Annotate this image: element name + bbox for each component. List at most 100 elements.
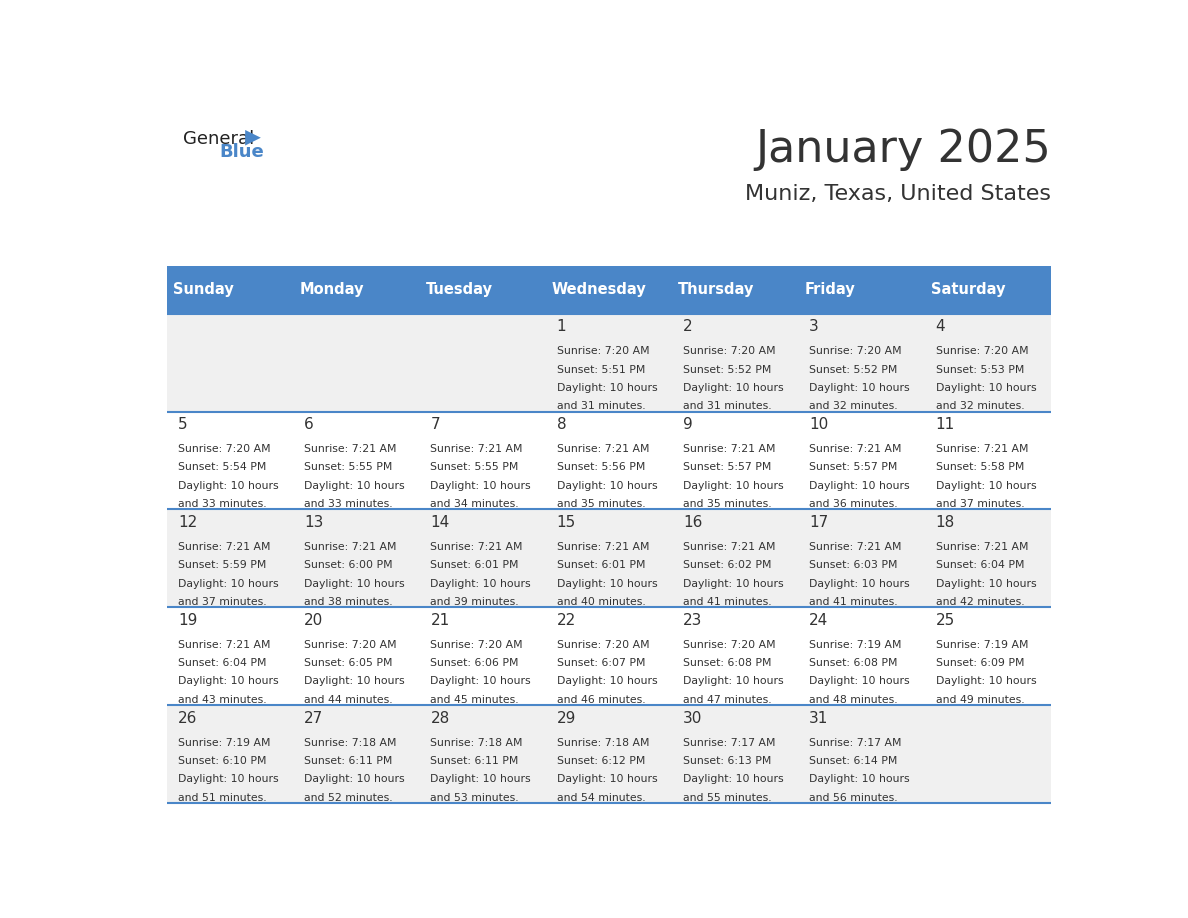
Text: Sunrise: 7:20 AM: Sunrise: 7:20 AM (430, 640, 523, 650)
Bar (924, 314, 1051, 411)
Text: Daylight: 10 hours: Daylight: 10 hours (557, 578, 657, 588)
Text: Sunset: 6:11 PM: Sunset: 6:11 PM (430, 756, 519, 766)
Text: Daylight: 10 hours: Daylight: 10 hours (683, 774, 784, 784)
Text: Sunset: 6:08 PM: Sunset: 6:08 PM (683, 658, 771, 668)
Text: Sunrise: 7:21 AM: Sunrise: 7:21 AM (683, 444, 776, 454)
Text: Sunset: 5:51 PM: Sunset: 5:51 PM (557, 364, 645, 375)
Bar (798, 607, 924, 705)
Text: and 46 minutes.: and 46 minutes. (557, 695, 645, 705)
Text: and 55 minutes.: and 55 minutes. (683, 793, 772, 802)
Text: Daylight: 10 hours: Daylight: 10 hours (936, 578, 1036, 588)
Text: Sunrise: 7:21 AM: Sunrise: 7:21 AM (304, 444, 397, 454)
Bar (672, 314, 798, 411)
Text: Sunrise: 7:18 AM: Sunrise: 7:18 AM (430, 737, 523, 747)
Text: and 38 minutes.: and 38 minutes. (304, 597, 393, 607)
Text: Sunrise: 7:20 AM: Sunrise: 7:20 AM (557, 640, 650, 650)
Text: Sunset: 5:57 PM: Sunset: 5:57 PM (683, 463, 771, 473)
Text: Sunrise: 7:17 AM: Sunrise: 7:17 AM (683, 737, 776, 747)
Text: and 53 minutes.: and 53 minutes. (430, 793, 519, 802)
Text: Friday: Friday (804, 282, 855, 297)
Text: 2: 2 (683, 319, 693, 334)
Text: and 54 minutes.: and 54 minutes. (557, 793, 645, 802)
Text: and 32 minutes.: and 32 minutes. (809, 401, 898, 411)
Text: 19: 19 (178, 613, 197, 628)
Text: and 33 minutes.: and 33 minutes. (178, 499, 266, 509)
Polygon shape (245, 130, 261, 145)
Text: 3: 3 (809, 319, 819, 334)
Text: Sunday: Sunday (173, 282, 234, 297)
Text: Sunrise: 7:20 AM: Sunrise: 7:20 AM (683, 640, 776, 650)
Bar (166, 607, 293, 705)
Text: 18: 18 (936, 515, 955, 530)
Text: 25: 25 (936, 613, 955, 628)
Bar (798, 265, 924, 314)
Text: Blue: Blue (220, 143, 264, 162)
Bar (419, 265, 545, 314)
Text: Daylight: 10 hours: Daylight: 10 hours (304, 677, 405, 687)
Text: 17: 17 (809, 515, 828, 530)
Text: Daylight: 10 hours: Daylight: 10 hours (683, 677, 784, 687)
Text: Sunset: 5:56 PM: Sunset: 5:56 PM (557, 463, 645, 473)
Text: and 47 minutes.: and 47 minutes. (683, 695, 772, 705)
Text: 24: 24 (809, 613, 828, 628)
Text: Sunset: 6:07 PM: Sunset: 6:07 PM (557, 658, 645, 668)
Bar (419, 411, 545, 509)
Text: 4: 4 (936, 319, 946, 334)
Text: and 37 minutes.: and 37 minutes. (178, 597, 266, 607)
Bar (166, 509, 293, 607)
Text: and 39 minutes.: and 39 minutes. (430, 597, 519, 607)
Text: Sunrise: 7:21 AM: Sunrise: 7:21 AM (557, 444, 650, 454)
Text: 22: 22 (557, 613, 576, 628)
Bar (293, 265, 419, 314)
Text: and 40 minutes.: and 40 minutes. (557, 597, 645, 607)
Text: Tuesday: Tuesday (425, 282, 493, 297)
Text: 14: 14 (430, 515, 450, 530)
Bar (419, 705, 545, 803)
Text: Sunset: 6:09 PM: Sunset: 6:09 PM (936, 658, 1024, 668)
Text: Daylight: 10 hours: Daylight: 10 hours (430, 774, 531, 784)
Text: Daylight: 10 hours: Daylight: 10 hours (557, 677, 657, 687)
Text: Sunset: 6:14 PM: Sunset: 6:14 PM (809, 756, 898, 766)
Text: Daylight: 10 hours: Daylight: 10 hours (683, 383, 784, 393)
Text: Sunrise: 7:21 AM: Sunrise: 7:21 AM (178, 640, 271, 650)
Bar (419, 509, 545, 607)
Text: Daylight: 10 hours: Daylight: 10 hours (936, 677, 1036, 687)
Text: Daylight: 10 hours: Daylight: 10 hours (809, 481, 910, 491)
Bar (672, 705, 798, 803)
Bar (166, 705, 293, 803)
Text: Muniz, Texas, United States: Muniz, Texas, United States (745, 185, 1051, 205)
Bar (672, 509, 798, 607)
Text: and 31 minutes.: and 31 minutes. (557, 401, 645, 411)
Bar (924, 607, 1051, 705)
Text: Sunrise: 7:21 AM: Sunrise: 7:21 AM (430, 444, 523, 454)
Text: and 56 minutes.: and 56 minutes. (809, 793, 898, 802)
Text: Daylight: 10 hours: Daylight: 10 hours (557, 774, 657, 784)
Text: and 33 minutes.: and 33 minutes. (304, 499, 393, 509)
Text: 9: 9 (683, 417, 693, 432)
Text: and 42 minutes.: and 42 minutes. (936, 597, 1024, 607)
Text: and 36 minutes.: and 36 minutes. (809, 499, 898, 509)
Bar (545, 314, 672, 411)
Text: Sunset: 5:52 PM: Sunset: 5:52 PM (809, 364, 898, 375)
Bar (798, 314, 924, 411)
Text: 13: 13 (304, 515, 323, 530)
Text: Sunset: 5:59 PM: Sunset: 5:59 PM (178, 560, 266, 570)
Text: and 35 minutes.: and 35 minutes. (557, 499, 645, 509)
Text: Sunrise: 7:20 AM: Sunrise: 7:20 AM (304, 640, 397, 650)
Bar (166, 265, 293, 314)
Text: and 45 minutes.: and 45 minutes. (430, 695, 519, 705)
Text: 15: 15 (557, 515, 576, 530)
Text: 8: 8 (557, 417, 567, 432)
Bar (798, 411, 924, 509)
Bar (293, 705, 419, 803)
Text: Sunrise: 7:21 AM: Sunrise: 7:21 AM (936, 542, 1028, 552)
Text: 30: 30 (683, 711, 702, 726)
Text: Sunset: 5:57 PM: Sunset: 5:57 PM (809, 463, 898, 473)
Text: 20: 20 (304, 613, 323, 628)
Text: and 32 minutes.: and 32 minutes. (936, 401, 1024, 411)
Text: Daylight: 10 hours: Daylight: 10 hours (683, 578, 784, 588)
Text: 10: 10 (809, 417, 828, 432)
Text: Saturday: Saturday (931, 282, 1005, 297)
Text: Daylight: 10 hours: Daylight: 10 hours (557, 481, 657, 491)
Bar (798, 705, 924, 803)
